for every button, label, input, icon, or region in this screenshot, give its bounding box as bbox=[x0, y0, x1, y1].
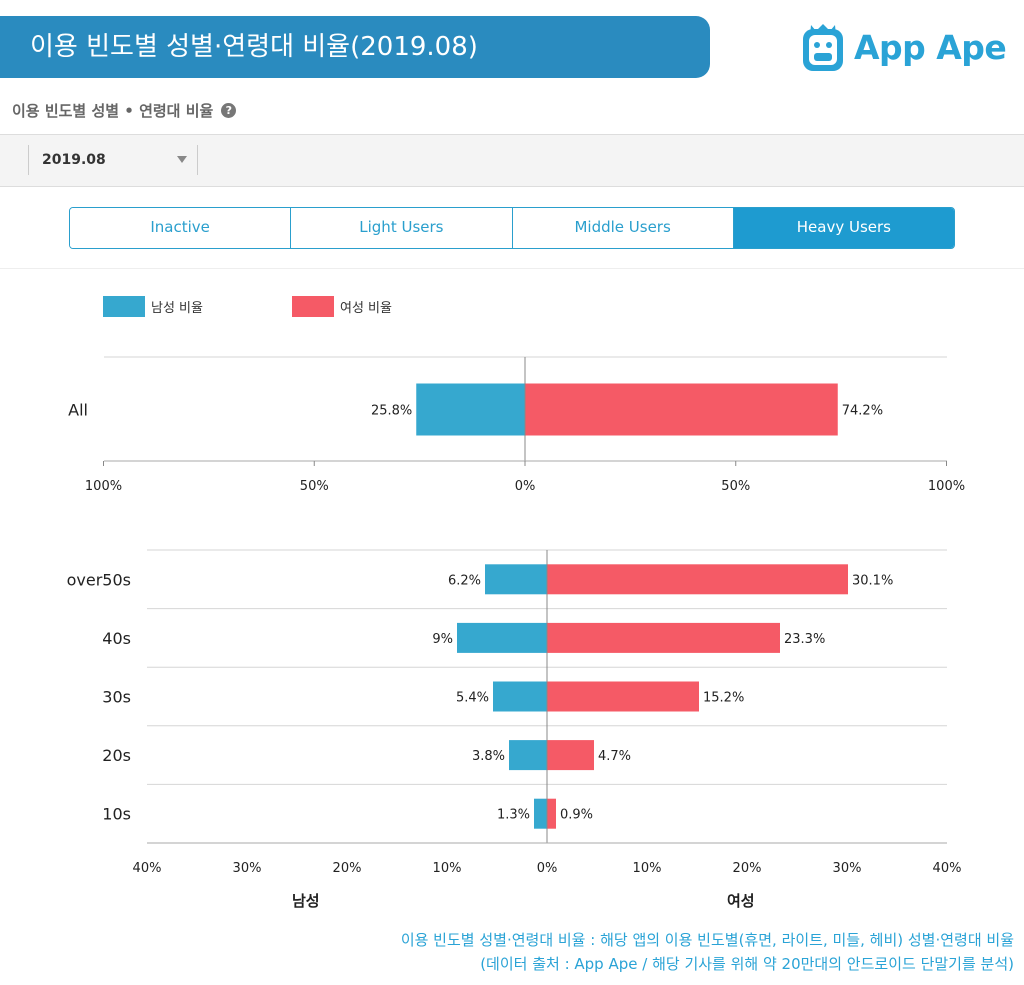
x-tick-label: 10% bbox=[633, 861, 662, 876]
category-label-10s: 10s bbox=[102, 805, 131, 824]
x-tick-label: 20% bbox=[333, 861, 362, 876]
data-label-male-All: 25.8% bbox=[371, 404, 412, 419]
legend-male: 남성 비율 bbox=[103, 296, 203, 317]
bar-female-30s bbox=[547, 681, 699, 712]
section-title-text: 이용 빈도별 성별 • 연령대 비율 bbox=[12, 102, 214, 120]
x-tick-label: 100% bbox=[85, 479, 122, 494]
x-tick-label: 40% bbox=[133, 861, 162, 876]
category-label-over50s: over50s bbox=[67, 570, 131, 589]
category-label-30s: 30s bbox=[102, 688, 131, 707]
tab-heavy-users[interactable]: Heavy Users bbox=[733, 208, 954, 248]
x-tick-label: 50% bbox=[721, 479, 750, 494]
app-ape-logo: App Ape bbox=[800, 18, 1007, 76]
legend-female: 여성 비율 bbox=[292, 296, 392, 317]
x-tick-label: 10% bbox=[433, 861, 462, 876]
x-tick-label: 30% bbox=[833, 861, 862, 876]
footnote-line2: (데이터 출처 : App Ape / 해당 기사를 위해 약 20만대의 안드… bbox=[480, 955, 1014, 973]
section-title: 이용 빈도별 성별 • 연령대 비율 ? bbox=[12, 100, 237, 121]
data-label-male-40s: 9% bbox=[432, 632, 453, 647]
data-label-male-over50s: 6.2% bbox=[448, 573, 481, 588]
x-tick-label: 0% bbox=[515, 479, 536, 494]
legend-male-label: 남성 비율 bbox=[151, 301, 203, 316]
bar-male-All bbox=[416, 383, 525, 436]
data-label-female-30s: 15.2% bbox=[703, 691, 744, 706]
bar-male-30s bbox=[493, 681, 547, 712]
title-bar: 이용 빈도별 성별·연령대 비율(2019.08) bbox=[0, 16, 710, 78]
data-label-male-30s: 5.4% bbox=[456, 691, 489, 706]
x-tick-label: 20% bbox=[733, 861, 762, 876]
data-label-female-All: 74.2% bbox=[842, 404, 883, 419]
tab-inactive[interactable]: Inactive bbox=[70, 208, 292, 248]
user-segment-tabs: Inactive Light Users Middle Users Heavy … bbox=[69, 207, 955, 249]
category-label-All: All bbox=[68, 401, 88, 420]
bar-female-20s bbox=[547, 740, 594, 771]
x-tick-label: 100% bbox=[928, 479, 965, 494]
date-select-value: 2019.08 bbox=[42, 152, 106, 168]
tab-middle-users[interactable]: Middle Users bbox=[512, 208, 734, 248]
divider bbox=[0, 268, 1024, 269]
date-select[interactable]: 2019.08 bbox=[28, 145, 198, 175]
category-label-20s: 20s bbox=[102, 746, 131, 765]
data-label-male-20s: 3.8% bbox=[472, 749, 505, 764]
help-icon[interactable]: ? bbox=[221, 103, 237, 118]
bar-female-All bbox=[525, 383, 838, 436]
xlabel-male: 남성 bbox=[292, 892, 320, 910]
data-label-male-10s: 1.3% bbox=[497, 808, 530, 823]
tab-light-users[interactable]: Light Users bbox=[291, 208, 513, 248]
bar-male-10s bbox=[534, 798, 547, 829]
data-label-female-20s: 4.7% bbox=[598, 749, 631, 764]
x-tick-label: 40% bbox=[933, 861, 962, 876]
bar-female-40s bbox=[547, 622, 780, 653]
bar-female-over50s bbox=[547, 564, 848, 595]
xlabel-female: 여성 bbox=[727, 892, 755, 910]
logo-text: App Ape bbox=[854, 27, 1007, 67]
footnote-line1: 이용 빈도별 성별·연령대 비율 : 해당 앱의 이용 빈도별(휴면, 라이트,… bbox=[400, 931, 1014, 949]
bar-female-10s bbox=[547, 798, 556, 829]
x-tick-label: 50% bbox=[300, 479, 329, 494]
bar-male-20s bbox=[509, 740, 547, 771]
ape-logo-icon bbox=[803, 24, 843, 71]
legend-female-swatch bbox=[292, 296, 334, 317]
legend-male-swatch bbox=[103, 296, 145, 317]
page-title: 이용 빈도별 성별·연령대 비율(2019.08) bbox=[30, 32, 478, 62]
category-label-40s: 40s bbox=[102, 629, 131, 648]
data-label-female-over50s: 30.1% bbox=[852, 573, 893, 588]
bar-male-over50s bbox=[485, 564, 547, 595]
chevron-down-icon bbox=[177, 156, 187, 163]
data-label-female-10s: 0.9% bbox=[560, 808, 593, 823]
x-tick-label: 30% bbox=[233, 861, 262, 876]
data-label-female-40s: 23.3% bbox=[784, 632, 825, 647]
legend-female-label: 여성 비율 bbox=[340, 301, 392, 316]
x-tick-label: 0% bbox=[537, 861, 558, 876]
filter-bar: 2019.08 bbox=[0, 134, 1024, 187]
bar-male-40s bbox=[457, 622, 547, 653]
